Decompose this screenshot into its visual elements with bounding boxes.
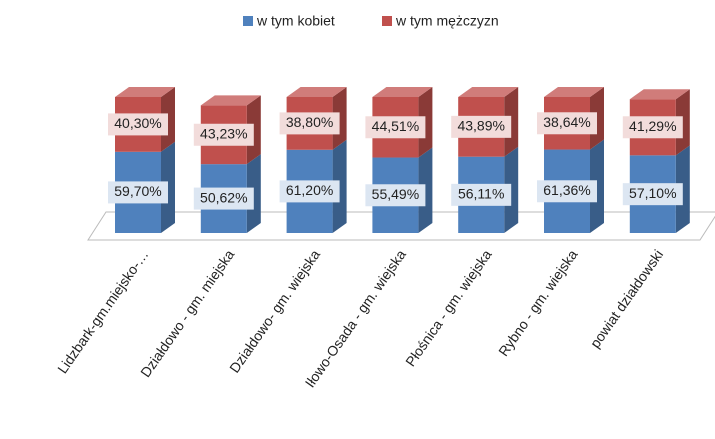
label-box	[365, 116, 426, 139]
data-label: 38,80%	[286, 114, 333, 130]
label-box	[365, 184, 426, 207]
legend-label: w tym mężczyzn	[395, 13, 499, 29]
bar-top	[458, 87, 519, 97]
data-label: 38,64%	[543, 114, 590, 130]
label-box	[193, 187, 254, 210]
label-box	[537, 180, 597, 203]
bar-top	[629, 89, 690, 100]
label-box	[622, 183, 683, 206]
label-box	[451, 115, 512, 138]
x-tick-label: Rybno - gm. wiejska	[495, 246, 581, 359]
data-label: 55,49%	[372, 186, 419, 202]
data-label: 40,30%	[114, 115, 161, 131]
label-box	[279, 112, 340, 135]
label-box	[193, 123, 254, 146]
legend-swatch	[243, 16, 253, 26]
data-label: 57,10%	[629, 185, 676, 201]
data-label: 41,29%	[629, 118, 676, 134]
bar-top	[200, 95, 261, 106]
bar-top	[115, 87, 175, 97]
label-box	[537, 112, 597, 135]
x-tick-label: Płośnica - gm. wiejska	[402, 247, 495, 370]
bar-top	[544, 87, 604, 97]
x-tick-label: Iłowo-Osada - gm. wiejska	[302, 246, 409, 390]
data-label: 43,23%	[200, 125, 247, 141]
data-label: 44,51%	[372, 118, 419, 134]
bar-top	[372, 87, 433, 97]
data-label: 56,11%	[458, 186, 504, 202]
legend-swatch	[382, 16, 392, 26]
x-tick-label: Działdowo - gm. miejska	[137, 246, 237, 380]
label-box	[279, 180, 340, 203]
label-box	[108, 113, 168, 136]
x-tick-label: powiat działdowski	[587, 247, 667, 351]
legend-label: w tym kobiet	[256, 13, 335, 29]
label-box	[622, 116, 683, 139]
x-tick-label: Lidzbark-gm.miejsko-…	[54, 247, 151, 377]
bar-top	[286, 87, 347, 97]
data-label: 50,62%	[200, 189, 247, 205]
data-label: 43,89%	[457, 118, 504, 134]
data-label: 59,70%	[114, 183, 161, 199]
label-box	[108, 181, 168, 204]
data-label: 61,36%	[543, 182, 590, 198]
data-label: 61,20%	[286, 182, 333, 198]
label-box	[451, 183, 512, 206]
x-tick-label: Działdowo- gm. wiejska	[226, 247, 323, 376]
